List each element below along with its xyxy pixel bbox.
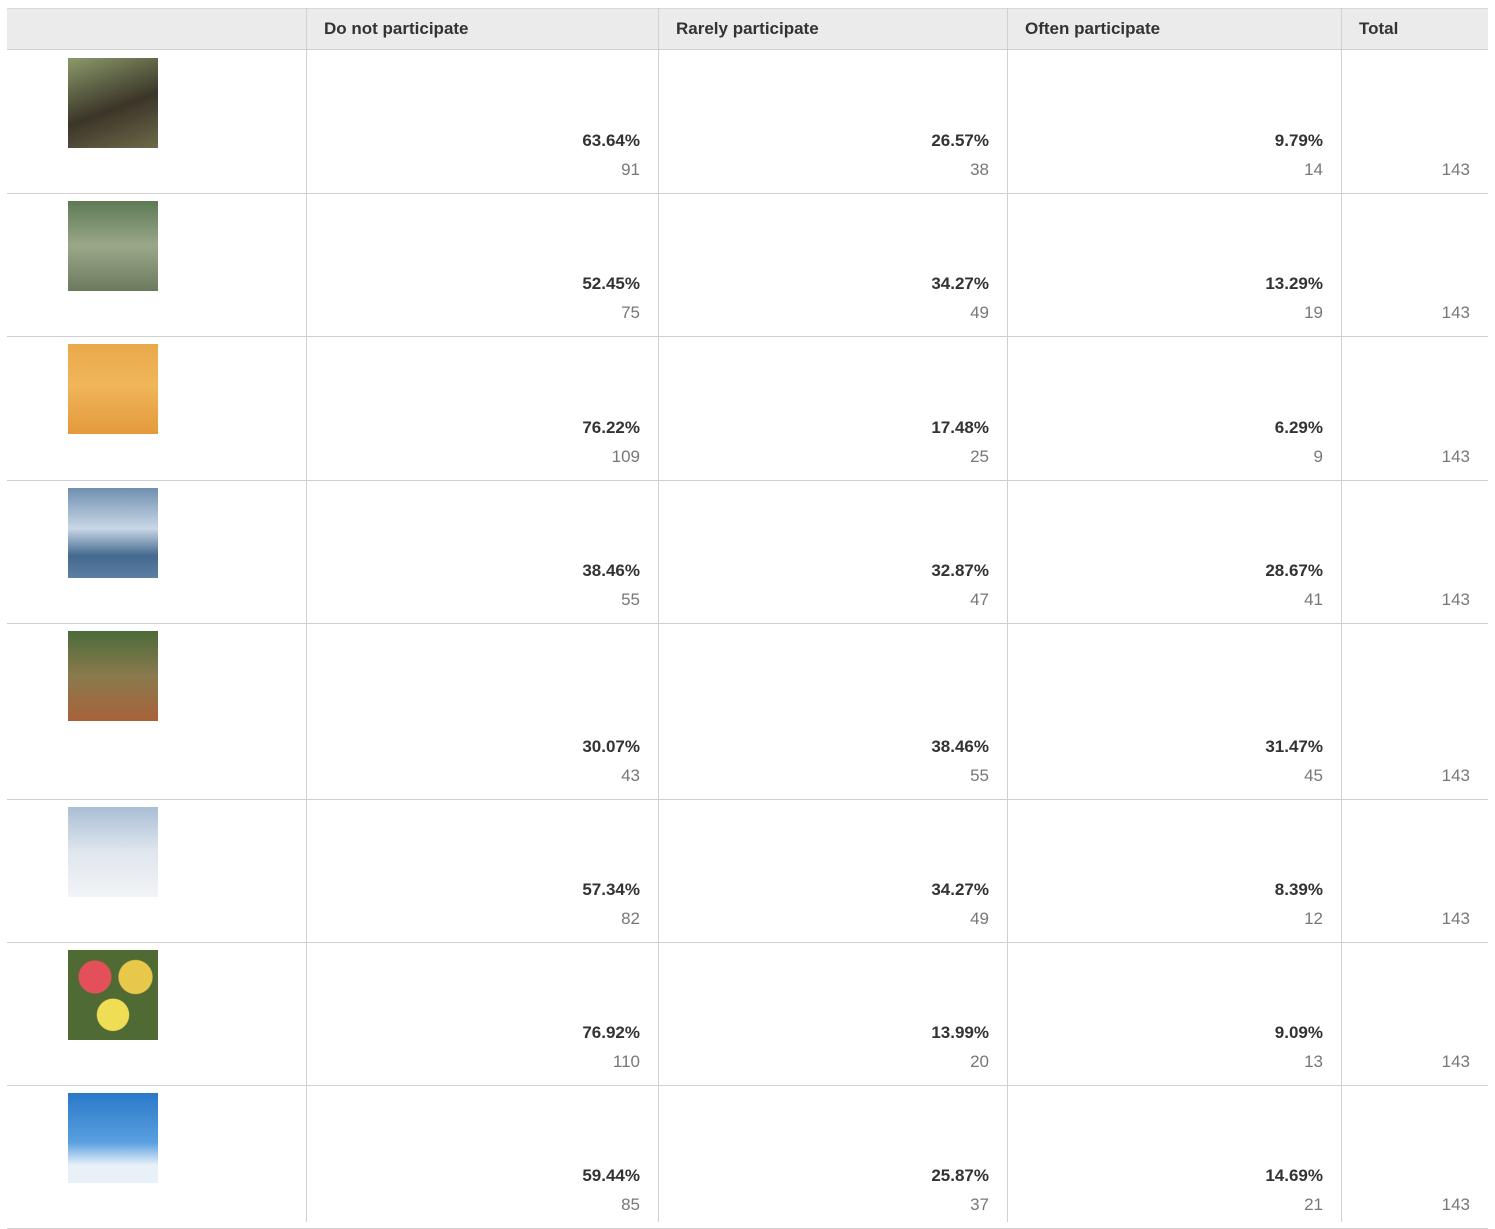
- count: 43: [621, 766, 640, 786]
- count: 13: [1304, 1052, 1323, 1072]
- results-table: Do not participate Rarely participate Ofte…: [0, 0, 1495, 1222]
- percent: 52.45%: [582, 274, 640, 294]
- column-divider: [658, 8, 659, 1222]
- percent: 9.79%: [1275, 131, 1323, 151]
- total: 143: [1442, 160, 1470, 180]
- row-divider: [7, 799, 1488, 800]
- count: 14: [1304, 160, 1323, 180]
- percent: 57.34%: [582, 880, 640, 900]
- percent: 9.09%: [1275, 1023, 1323, 1043]
- column-header: Total: [1359, 8, 1398, 50]
- count: 41: [1304, 590, 1323, 610]
- row-divider: [7, 1085, 1488, 1086]
- percent: 76.22%: [582, 418, 640, 438]
- activity-image: [68, 201, 158, 291]
- count: 37: [970, 1195, 989, 1215]
- total: 143: [1442, 590, 1470, 610]
- total: 143: [1442, 447, 1470, 467]
- row-divider: [7, 480, 1488, 481]
- percent: 34.27%: [931, 274, 989, 294]
- count: 55: [970, 766, 989, 786]
- percent: 8.39%: [1275, 880, 1323, 900]
- count: 109: [612, 447, 640, 467]
- percent: 13.29%: [1265, 274, 1323, 294]
- percent: 59.44%: [582, 1166, 640, 1186]
- percent: 34.27%: [931, 880, 989, 900]
- count: 49: [970, 303, 989, 323]
- row-divider: [7, 623, 1488, 624]
- percent: 17.48%: [931, 418, 989, 438]
- percent: 6.29%: [1275, 418, 1323, 438]
- count: 75: [621, 303, 640, 323]
- percent: 25.87%: [931, 1166, 989, 1186]
- percent: 26.57%: [931, 131, 989, 151]
- percent: 13.99%: [931, 1023, 989, 1043]
- activity-image: [68, 631, 158, 721]
- column-divider: [1007, 8, 1008, 1222]
- count: 25: [970, 447, 989, 467]
- percent: 32.87%: [931, 561, 989, 581]
- percent: 38.46%: [931, 737, 989, 757]
- row-divider: [7, 193, 1488, 194]
- activity-image: [68, 488, 158, 578]
- percent: 31.47%: [1265, 737, 1323, 757]
- percent: 30.07%: [582, 737, 640, 757]
- column-divider: [306, 8, 307, 1222]
- column-header: Do not participate: [324, 8, 469, 50]
- activity-image: [68, 950, 158, 1040]
- percent: 38.46%: [582, 561, 640, 581]
- percent: 63.64%: [582, 131, 640, 151]
- count: 47: [970, 590, 989, 610]
- percent: 14.69%: [1265, 1166, 1323, 1186]
- count: 55: [621, 590, 640, 610]
- column-divider: [1341, 8, 1342, 1222]
- total: 143: [1442, 1052, 1470, 1072]
- count: 49: [970, 909, 989, 929]
- count: 85: [621, 1195, 640, 1215]
- count: 110: [613, 1052, 640, 1072]
- count: 82: [621, 909, 640, 929]
- activity-image: [68, 344, 158, 434]
- total: 143: [1442, 909, 1470, 929]
- column-header: Often participate: [1025, 8, 1160, 50]
- activity-image: [68, 58, 158, 148]
- count: 21: [1304, 1195, 1323, 1215]
- row-divider: [7, 942, 1488, 943]
- percent: 76.92%: [582, 1023, 640, 1043]
- count: 45: [1304, 766, 1323, 786]
- total: 143: [1442, 1195, 1470, 1215]
- count: 38: [970, 160, 989, 180]
- activity-image: [68, 1093, 158, 1183]
- total: 143: [1442, 766, 1470, 786]
- count: 19: [1304, 303, 1323, 323]
- count: 12: [1304, 909, 1323, 929]
- percent: 28.67%: [1265, 561, 1323, 581]
- column-header: Rarely participate: [676, 8, 819, 50]
- total: 143: [1442, 303, 1470, 323]
- count: 9: [1314, 447, 1323, 467]
- row-divider: [7, 336, 1488, 337]
- count: 20: [970, 1052, 989, 1072]
- count: 91: [621, 160, 640, 180]
- activity-image: [68, 807, 158, 897]
